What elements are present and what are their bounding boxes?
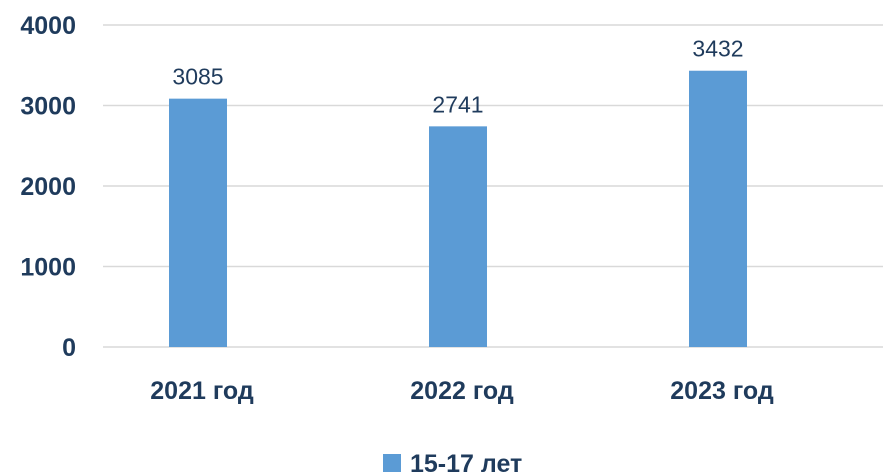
legend: 15-17 лет: [383, 450, 522, 476]
bar-1: [169, 98, 227, 347]
bar-3: [689, 70, 747, 347]
y-tick-label-0: 0: [62, 334, 76, 362]
data-label-2: 2741: [432, 91, 483, 117]
data-labels: 3085 2741 3432: [172, 36, 743, 118]
legend-label: 15-17 лет: [410, 450, 522, 476]
x-axis-category-labels: 2021 год 2022 год 2023 год: [150, 377, 774, 405]
bar-2: [429, 126, 487, 347]
y-tick-label-1000: 1000: [20, 254, 76, 282]
bars: [169, 70, 747, 347]
x-category-label-2: 2022 год: [410, 377, 514, 405]
y-axis-tick-labels: 0 1000 2000 3000 4000: [20, 12, 76, 362]
y-tick-label-2000: 2000: [20, 173, 76, 201]
x-category-label-1: 2021 год: [150, 377, 254, 405]
gridlines: [103, 24, 883, 348]
legend-swatch: [383, 454, 401, 472]
data-label-3: 3432: [692, 36, 743, 62]
x-category-label-3: 2023 год: [670, 377, 774, 405]
y-tick-label-3000: 3000: [20, 93, 76, 121]
data-label-1: 3085: [172, 64, 223, 90]
y-tick-label-4000: 4000: [20, 12, 76, 40]
